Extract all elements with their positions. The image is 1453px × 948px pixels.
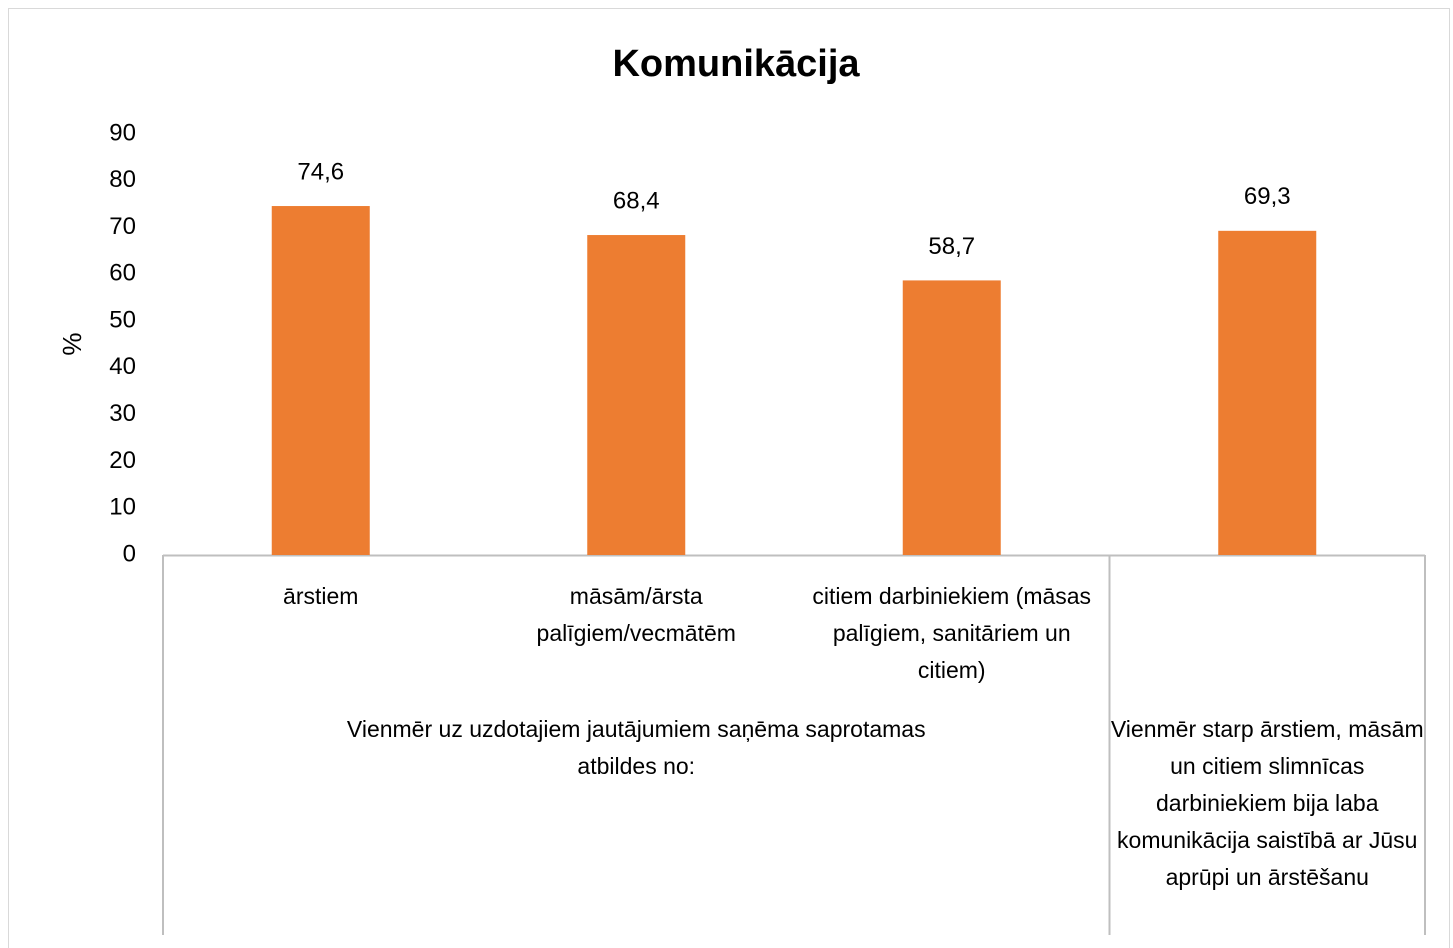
y-tick-label: 30 bbox=[109, 400, 136, 427]
group-label: Vienmēr starp ārstiem, māsām un citiem s… bbox=[1110, 716, 1424, 890]
y-tick-label: 60 bbox=[109, 260, 136, 287]
y-tick-label: 10 bbox=[109, 494, 136, 521]
group-label: Vienmēr uz uzdotajiem jautājumiem saņēma… bbox=[346, 716, 926, 779]
x-tick-label: ārstiem bbox=[283, 583, 359, 609]
bar bbox=[271, 206, 370, 555]
value-label: 58,7 bbox=[928, 233, 975, 260]
y-tick-label: 50 bbox=[109, 306, 136, 333]
value-label: 74,6 bbox=[297, 158, 344, 185]
y-tick-label: 80 bbox=[109, 166, 136, 193]
y-axis-label: % bbox=[57, 332, 87, 355]
chart-frame bbox=[8, 8, 1450, 948]
y-tick-label: 70 bbox=[109, 213, 136, 240]
y-tick-label: 90 bbox=[109, 119, 136, 146]
x-tick-label: citiem darbiniekiem (māsas palīgiem, san… bbox=[812, 583, 1092, 683]
bar bbox=[902, 280, 1001, 555]
value-label: 68,4 bbox=[613, 187, 660, 214]
y-tick-label: 0 bbox=[123, 540, 136, 567]
bar bbox=[587, 235, 686, 556]
y-tick-label: 20 bbox=[109, 447, 136, 474]
y-tick-label: 40 bbox=[109, 353, 136, 380]
x-tick-label: māsām/ārsta palīgiem/vecmātēm bbox=[536, 583, 736, 646]
value-label: 69,3 bbox=[1244, 183, 1291, 210]
chart-title: Komunikācija bbox=[612, 43, 860, 85]
bar bbox=[1218, 230, 1317, 555]
